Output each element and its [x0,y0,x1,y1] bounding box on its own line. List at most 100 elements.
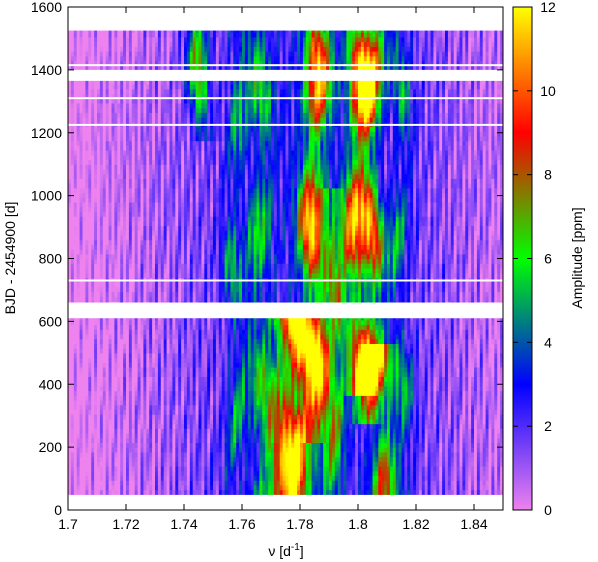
heatmap-cell [259,357,263,363]
heatmap-cell [381,338,385,344]
heatmap-cell [224,385,229,392]
heatmap-cell [291,390,295,396]
heatmap-cell [337,348,342,354]
heatmap-cell [253,348,258,354]
heatmap-cell [485,456,490,462]
heatmap-cell [172,338,176,344]
heatmap-cell [456,357,461,363]
heatmap-cell [256,418,260,425]
heatmap-cell [471,343,475,349]
heatmap-cell [474,343,478,349]
heatmap-cell [189,428,194,434]
heatmap-cell [378,390,382,396]
heatmap-cell [276,362,281,368]
heatmap-cell [175,366,179,373]
heatmap-cell [488,423,492,429]
heatmap-cell [105,423,110,429]
heatmap-cell [181,343,185,349]
heatmap-cell [76,333,81,340]
heatmap-cell [279,338,284,344]
heatmap-cell [233,423,237,429]
heatmap-cell [352,442,356,448]
heatmap-cell [146,442,150,448]
heatmap-cell [82,362,86,368]
heatmap-cell [262,371,266,377]
heatmap-cell [152,451,156,458]
heatmap-cell [329,385,333,392]
heatmap-cell [329,456,333,462]
heatmap-cell [416,338,420,344]
heatmap-cell [471,371,475,377]
heatmap-cell [479,385,484,392]
heatmap-cell [416,376,420,382]
heatmap-cell [491,432,495,439]
heatmap-cell [178,409,182,415]
heatmap-cell [143,451,147,458]
heatmap-cell [247,371,252,377]
heatmap-cell [134,447,139,453]
heatmap-cell [99,456,104,462]
heatmap-cell [436,357,440,363]
heatmap-cell [494,399,498,406]
heatmap-cell [195,461,200,467]
heatmap-cell [140,376,144,382]
heatmap-cell [401,395,405,401]
heatmap-cell [488,442,492,448]
heatmap-cell [395,461,400,467]
heatmap-cell [387,489,391,495]
heatmap-cell [410,451,414,458]
heatmap-cell [407,423,411,429]
heatmap-cell [300,465,304,472]
heatmap-cell [271,343,275,349]
heatmap-cell [326,343,330,349]
heatmap-cell [157,352,162,359]
heatmap-cell [195,352,200,359]
heatmap-cell [155,428,159,434]
heatmap-cell [384,362,388,368]
heatmap-cell [331,385,336,392]
heatmap-cell [155,357,159,363]
heatmap-cell [430,414,434,420]
heatmap-cell [459,366,463,373]
heatmap-cell [302,362,307,368]
heatmap-cell [352,447,356,453]
heatmap-cell [500,447,503,453]
heatmap-cell [201,442,205,448]
heatmap-cell [476,418,481,425]
heatmap-cell [331,366,336,373]
heatmap-cell [224,390,229,396]
heatmap-cell [181,357,185,363]
heatmap-cell [143,385,147,392]
heatmap-cell [279,376,284,382]
heatmap-cell [346,480,350,486]
heatmap-cell [291,409,295,415]
heatmap-cell [82,348,86,354]
heatmap-cell [97,357,101,363]
heatmap-cell [128,338,133,344]
heatmap-cell [97,399,101,406]
heatmap-cell [140,414,144,420]
heatmap-cell [102,461,107,467]
heatmap-cell [120,333,124,340]
heatmap-cell [152,432,156,439]
heatmap-cell [491,395,495,401]
heatmap-cell [282,423,287,429]
heatmap-cell [88,461,92,467]
heatmap-cell [192,480,197,486]
heatmap-cell [175,484,179,491]
heatmap-cell [369,480,374,486]
heatmap-cell [331,428,336,434]
heatmap-cell [128,333,133,340]
heatmap-cell [500,399,503,406]
heatmap-cell [369,381,374,387]
heatmap-cell [349,404,353,410]
heatmap-cell [360,371,365,377]
heatmap-cell [143,399,147,406]
heatmap-cell [247,376,252,382]
heatmap-cell [384,414,388,420]
heatmap-cell [305,385,310,392]
heatmap-cell [488,390,492,396]
heatmap-cell [378,338,382,344]
heatmap-cell [352,390,356,396]
heatmap-cell [152,366,156,373]
